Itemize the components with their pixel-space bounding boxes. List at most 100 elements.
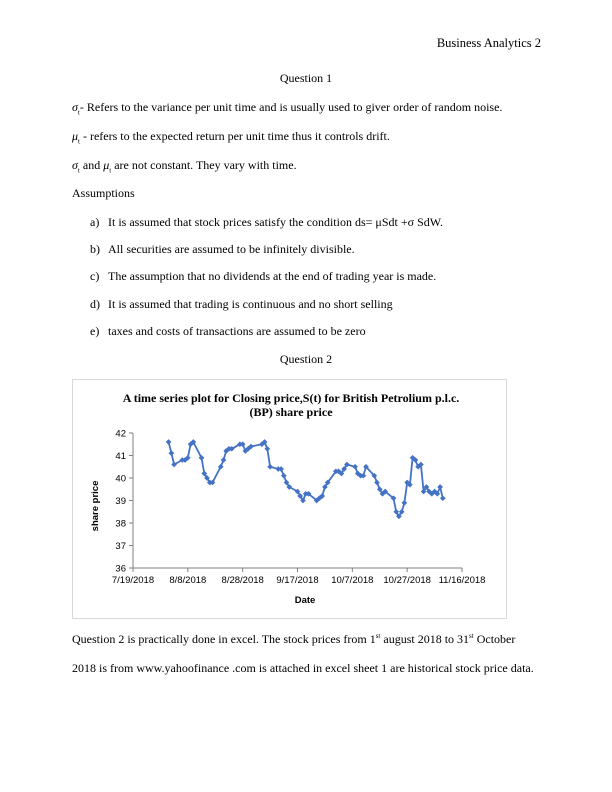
data-point (228, 445, 235, 452)
not-constant-text: are not constant. They vary with time. (111, 158, 297, 172)
y-tick-label: 38 (115, 519, 126, 530)
data-point (209, 479, 216, 486)
data-point (165, 439, 172, 445)
sigma-definition: σt- Refers to the variance per unit time… (72, 100, 502, 116)
data-point (360, 472, 367, 479)
running-head: Business Analytics 2 (436, 36, 541, 50)
data-point (439, 495, 446, 502)
list-item-label: a) (90, 215, 100, 229)
data-point (338, 470, 345, 477)
paragraph-text: august 2018 to 31 (380, 632, 470, 646)
data-point (374, 479, 380, 486)
data-point (190, 439, 197, 445)
x-tick-label: 9/17/2018 (276, 575, 318, 586)
data-point (300, 497, 306, 504)
sigma-text: - Refers to the variance per unit time a… (79, 100, 503, 114)
list-item: It is assumed that trading is continuous… (108, 297, 393, 311)
data-point (420, 488, 427, 495)
data-point (354, 470, 361, 477)
data-point (398, 508, 405, 515)
data-point (393, 508, 400, 515)
mu-subscript: t (78, 137, 80, 146)
data-point (401, 499, 408, 506)
data-point (247, 443, 254, 450)
y-tick-label: 42 (115, 429, 126, 440)
data-point (261, 439, 268, 445)
data-point (283, 479, 290, 486)
mu-symbol: μ (103, 158, 110, 172)
data-point (341, 466, 348, 472)
data-point (168, 450, 175, 457)
data-point (294, 488, 301, 495)
sigma-symbol: σ (72, 100, 78, 114)
data-point (376, 486, 383, 493)
question-1-heading: Question 1 (279, 71, 333, 85)
x-tick-label: 7/19/2018 (112, 575, 154, 586)
data-point (434, 490, 441, 497)
data-point (390, 495, 397, 502)
y-axis-label: share price (90, 481, 101, 532)
ordinal-suffix: st (375, 632, 381, 640)
question-2-paragraph-line-1: Question 2 is practically done in excel.… (72, 632, 515, 647)
ordinal-suffix: st (469, 632, 474, 640)
data-point (239, 441, 246, 448)
list-item: It is assumed that stock prices satisfy … (108, 215, 443, 229)
x-axis-label: Date (295, 595, 316, 606)
assumptions-heading: Assumptions (72, 186, 135, 200)
y-tick-label: 36 (115, 564, 126, 575)
question-2-paragraph-line-2: 2018 is from www.yahoofinance .com is at… (72, 661, 534, 675)
list-item-label: c) (90, 269, 100, 283)
sigma-symbol: σ (72, 158, 78, 172)
sigma-subscript: t (77, 108, 80, 117)
list-item: The assumption that no dividends at the … (108, 269, 437, 283)
data-point (305, 490, 312, 497)
chart-axes: 36 37 38 39 40 41 42 7/19/2018 8/8/2018 8/28/2018… (112, 429, 486, 587)
data-point (321, 484, 328, 490)
x-tick-label: 10/7/2018 (331, 575, 373, 586)
chart-title-line-2: (BP) share price (249, 405, 333, 419)
list-item-label: d) (90, 297, 100, 311)
data-point (371, 472, 378, 479)
data-point (352, 463, 359, 470)
question-2-heading: Question 2 (279, 352, 333, 366)
mu-symbol: μ (72, 129, 79, 143)
data-point (319, 493, 326, 499)
list-item-label: e) (90, 324, 100, 338)
and-text: and (79, 158, 104, 172)
series-line (167, 440, 444, 519)
x-tick-label: 10/27/2018 (383, 575, 431, 586)
data-point (171, 461, 178, 468)
paragraph-text: October (473, 632, 516, 646)
sigma-subscript: t (77, 166, 80, 175)
x-tick-label: 8/28/2018 (222, 575, 264, 586)
data-point (217, 463, 224, 470)
not-constant-statement: σt and μt are not constant. They vary wi… (72, 158, 297, 174)
data-point (437, 484, 444, 490)
x-tick-label: 11/16/2018 (439, 575, 486, 586)
list-item: taxes and costs of transactions are assu… (108, 324, 366, 338)
data-point (286, 484, 293, 490)
data-point (417, 461, 424, 468)
chart-title-line-1: A time series plot for Closing price,S(t… (123, 391, 460, 405)
data-point (324, 479, 331, 486)
data-point (404, 479, 411, 486)
data-point (409, 454, 416, 461)
data-point (343, 461, 350, 468)
stock-price-chart: A time series plot for Closing price,S(t… (72, 379, 507, 619)
data-point (278, 466, 285, 472)
data-point (204, 475, 210, 481)
list-item-label: b) (90, 242, 100, 256)
y-tick-label: 37 (115, 541, 126, 552)
list-item: All securities are assumed to be infinit… (108, 242, 355, 256)
data-point (264, 445, 271, 452)
data-point (406, 481, 413, 488)
chart-plot (165, 439, 446, 520)
data-point (412, 457, 419, 463)
mu-text: - refers to the expected return per unit… (79, 129, 390, 143)
paragraph-text: Question 2 is practically done in excel.… (72, 632, 376, 646)
mu-definition: μt - refers to the expected return per u… (72, 129, 390, 145)
data-point (198, 454, 205, 461)
mu-subscript: t (109, 166, 112, 175)
data-point (395, 513, 402, 520)
data-point (363, 463, 369, 470)
